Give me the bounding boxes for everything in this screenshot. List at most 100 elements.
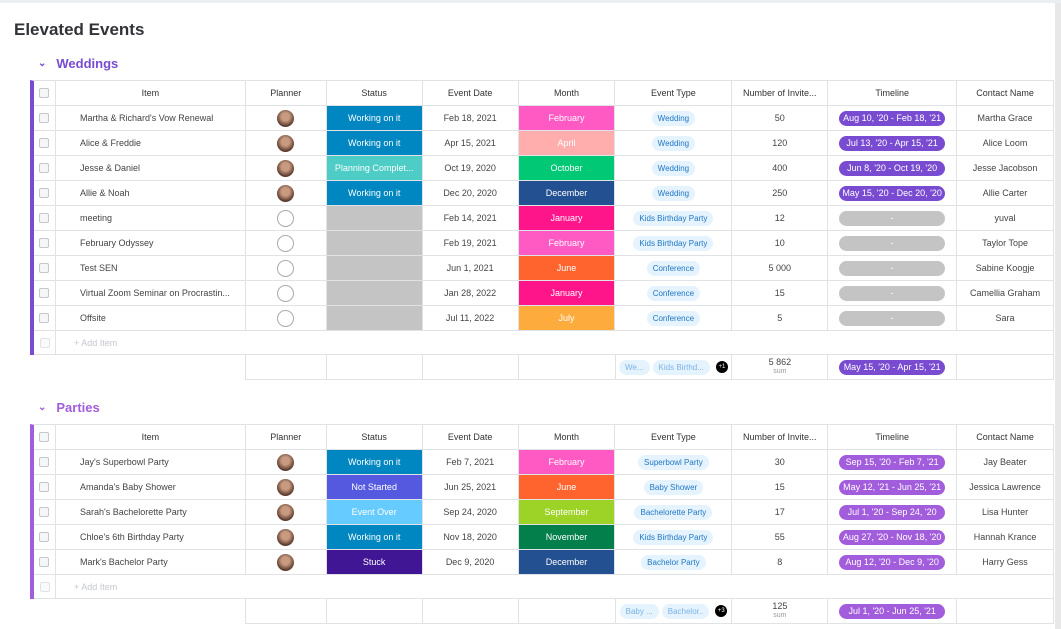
column-header-event-date[interactable]: Event Date — [423, 81, 519, 105]
event-date[interactable]: Jul 11, 2022 — [423, 306, 519, 330]
invitees-count[interactable]: 12 — [732, 206, 829, 230]
timeline-cell[interactable]: Jul 1, '20 - Sep 24, '20 — [828, 500, 958, 524]
item-name[interactable]: Virtual Zoom Seminar on Procrastin... — [56, 281, 246, 305]
row-checkbox[interactable] — [39, 532, 50, 542]
status-cell[interactable] — [326, 256, 423, 280]
invitees-count[interactable]: 55 — [732, 525, 829, 549]
status-cell[interactable]: Stuck — [326, 550, 423, 574]
month-cell[interactable]: November — [518, 525, 616, 549]
event-type-cell[interactable]: Superbowl Party — [615, 450, 733, 474]
row-checkbox[interactable] — [39, 188, 50, 198]
planner-cell[interactable] — [246, 450, 327, 474]
status-cell[interactable]: Event Over — [326, 500, 423, 524]
invitees-count[interactable]: 50 — [732, 106, 829, 130]
column-header-contact-name[interactable]: Contact Name — [976, 88, 1034, 98]
planner-cell[interactable] — [246, 525, 327, 549]
month-cell[interactable]: July — [518, 306, 616, 330]
item-name[interactable]: Alice & Freddie — [56, 131, 246, 155]
planner-cell[interactable] — [246, 281, 327, 305]
item-name[interactable]: Amanda's Baby Shower — [56, 475, 246, 499]
timeline-cell[interactable]: Aug 12, '20 - Dec 9, '20 — [828, 550, 958, 574]
item-name[interactable]: Jesse & Daniel — [56, 156, 246, 180]
avatar[interactable] — [277, 134, 295, 152]
event-date[interactable]: Oct 19, 2020 — [423, 156, 519, 180]
invitees-count[interactable]: 17 — [732, 500, 829, 524]
month-cell[interactable]: April — [518, 131, 616, 155]
item-name[interactable]: Martha & Richard's Vow Renewal — [56, 106, 246, 130]
planner-cell[interactable] — [246, 500, 327, 524]
avatar[interactable] — [277, 159, 295, 177]
invitees-count[interactable]: 8 — [732, 550, 829, 574]
planner-cell[interactable] — [246, 206, 327, 230]
column-header-planner[interactable]: Planner — [246, 425, 327, 449]
event-type-cell[interactable]: Conference — [615, 256, 733, 280]
row-checkbox[interactable] — [39, 238, 50, 248]
item-name[interactable]: Offsite — [56, 306, 246, 330]
event-date[interactable]: Feb 19, 2021 — [423, 231, 519, 255]
event-type-cell[interactable]: Bachelorette Party — [615, 500, 733, 524]
item-name[interactable]: Jay's Superbowl Party — [56, 450, 246, 474]
contact-name[interactable]: Jay Beater — [983, 457, 1027, 467]
month-cell[interactable]: June — [518, 256, 616, 280]
item-name[interactable]: Allie & Noah — [56, 181, 246, 205]
timeline-cell[interactable]: May 12, '21 - Jun 25, '21 — [828, 475, 958, 499]
avatar[interactable] — [277, 184, 295, 202]
avatar[interactable] — [277, 109, 295, 127]
month-cell[interactable]: February — [518, 231, 616, 255]
status-cell[interactable] — [326, 306, 423, 330]
row-checkbox[interactable] — [39, 482, 50, 492]
event-type-cell[interactable]: Bachelor Party — [615, 550, 733, 574]
timeline-cell[interactable]: - — [828, 231, 958, 255]
event-date[interactable]: Sep 24, 2020 — [423, 500, 519, 524]
contact-name[interactable]: Jessica Lawrence — [969, 482, 1041, 492]
status-cell[interactable]: Working on it — [326, 131, 423, 155]
contact-name[interactable]: Allie Carter — [982, 188, 1028, 198]
row-checkbox[interactable] — [39, 263, 50, 273]
event-date[interactable]: Apr 15, 2021 — [423, 131, 519, 155]
column-header-invitees[interactable]: Number of Invite... — [732, 425, 829, 449]
event-type-cell[interactable]: Wedding — [615, 106, 733, 130]
event-type-cell[interactable]: Conference — [615, 306, 733, 330]
column-header-status[interactable]: Status — [327, 425, 423, 449]
item-name[interactable]: meeting — [56, 206, 246, 230]
column-header-event-type[interactable]: Event Type — [615, 425, 733, 449]
status-cell[interactable] — [326, 206, 423, 230]
invitees-count[interactable]: 15 — [732, 281, 829, 305]
planner-cell[interactable] — [246, 475, 327, 499]
empty-avatar-icon[interactable] — [277, 234, 295, 252]
chevron-down-icon[interactable]: ⌄ — [38, 58, 47, 69]
avatar[interactable] — [277, 503, 295, 521]
timeline-cell[interactable]: Jul 13, '20 - Apr 15, '21 — [828, 131, 958, 155]
event-type-cell[interactable]: Conference — [615, 281, 733, 305]
group-title[interactable]: ⌄ Weddings — [38, 56, 118, 71]
column-header-timeline[interactable]: Timeline — [828, 425, 958, 449]
contact-name[interactable]: Harry Gess — [982, 557, 1028, 567]
empty-avatar-icon[interactable] — [277, 209, 295, 227]
row-checkbox[interactable] — [39, 163, 50, 173]
column-header-timeline[interactable]: Timeline — [828, 81, 958, 105]
column-header-item[interactable]: Item — [56, 81, 246, 105]
event-type-cell[interactable]: Wedding — [615, 156, 733, 180]
event-type-cell[interactable]: Wedding — [615, 181, 733, 205]
row-checkbox[interactable] — [39, 557, 50, 567]
invitees-count[interactable]: 120 — [732, 131, 829, 155]
status-cell[interactable]: Working on it — [326, 106, 423, 130]
timeline-cell[interactable]: Aug 10, '20 - Feb 18, '21 — [828, 106, 958, 130]
timeline-cell[interactable]: - — [828, 281, 958, 305]
contact-name[interactable]: Sabine Koogje — [975, 263, 1035, 273]
column-header-planner[interactable]: Planner — [246, 81, 327, 105]
item-name[interactable]: February Odyssey — [56, 231, 246, 255]
event-type-cell[interactable]: Baby Shower — [615, 475, 733, 499]
avatar[interactable] — [277, 453, 295, 471]
event-date[interactable]: Jan 28, 2022 — [423, 281, 519, 305]
planner-cell[interactable] — [246, 131, 327, 155]
month-cell[interactable]: January — [518, 281, 616, 305]
column-header-event-type[interactable]: Event Type — [615, 81, 733, 105]
row-checkbox[interactable] — [39, 457, 50, 467]
status-cell[interactable]: Planning Complet... — [326, 156, 423, 180]
invitees-count[interactable]: 5 000 — [732, 256, 829, 280]
status-cell[interactable] — [326, 231, 423, 255]
item-name[interactable]: Test SEN — [56, 256, 246, 280]
row-checkbox[interactable] — [39, 288, 50, 298]
event-type-cell[interactable]: Wedding — [615, 131, 733, 155]
